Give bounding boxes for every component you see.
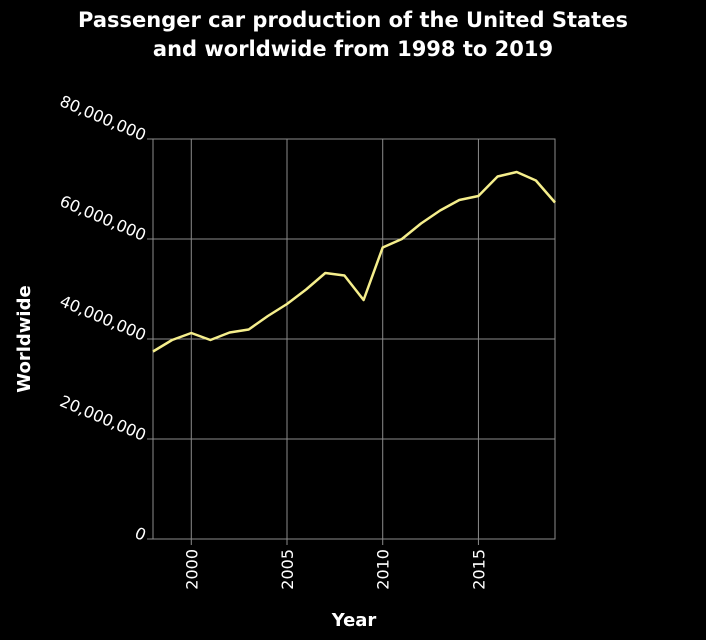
chart-title-line-2: and worldwide from 1998 to 2019 xyxy=(152,37,554,61)
x-tick-label: 2010 xyxy=(374,549,393,590)
grid xyxy=(153,139,555,539)
y-tick-label: 0 xyxy=(132,523,149,544)
series-layer xyxy=(152,170,556,353)
x-tick-label: 2005 xyxy=(278,549,297,590)
x-axis-title: Year xyxy=(331,610,377,631)
x-tick-label: 2000 xyxy=(182,549,201,590)
chart-title: Passenger car production of the United S… xyxy=(0,6,706,64)
series-line xyxy=(152,170,556,353)
y-tick-label: 80,000,000 xyxy=(57,91,149,144)
y-tick-label: 20,000,000 xyxy=(57,391,149,444)
y-tick-label: 60,000,000 xyxy=(57,191,149,244)
x-tick-label: 2015 xyxy=(469,549,488,590)
y-axis-title: Worldwide xyxy=(14,285,35,392)
y-tick-label: 40,000,000 xyxy=(57,291,149,344)
y-axis-ticks: 0 20,000,000 40,000,000 60,000,000 80,000,00… xyxy=(57,91,153,545)
x-axis-ticks: 2000 2005 2010 2015 xyxy=(182,539,488,590)
chart-title-line-1: Passenger car production of the United S… xyxy=(78,8,628,32)
